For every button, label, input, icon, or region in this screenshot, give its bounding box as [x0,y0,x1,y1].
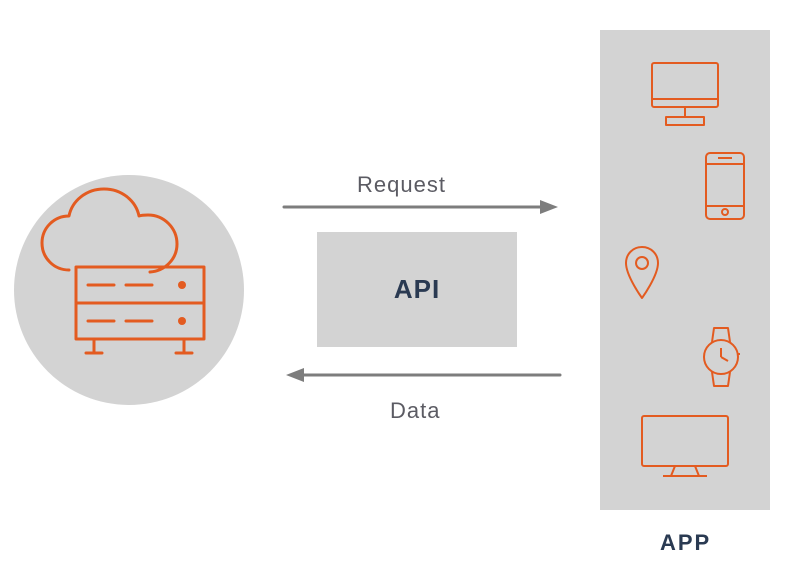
smartphone-icon [702,150,748,222]
app-panel [600,30,770,510]
app-label: APP [660,530,711,556]
map-pin-icon [622,244,662,302]
diagram-stage: Request API Data [0,0,805,570]
server-circle [14,175,244,405]
desktop-monitor-icon [646,59,724,129]
request-label: Request [357,172,446,198]
data-label: Data [390,398,440,424]
smartwatch-icon [696,324,746,390]
tv-screen-icon [637,411,733,481]
request-arrow-icon [282,197,562,217]
api-label: API [394,274,440,305]
cloud-server-icon [14,175,244,405]
data-arrow-icon [282,365,562,385]
api-box: API [317,232,517,347]
